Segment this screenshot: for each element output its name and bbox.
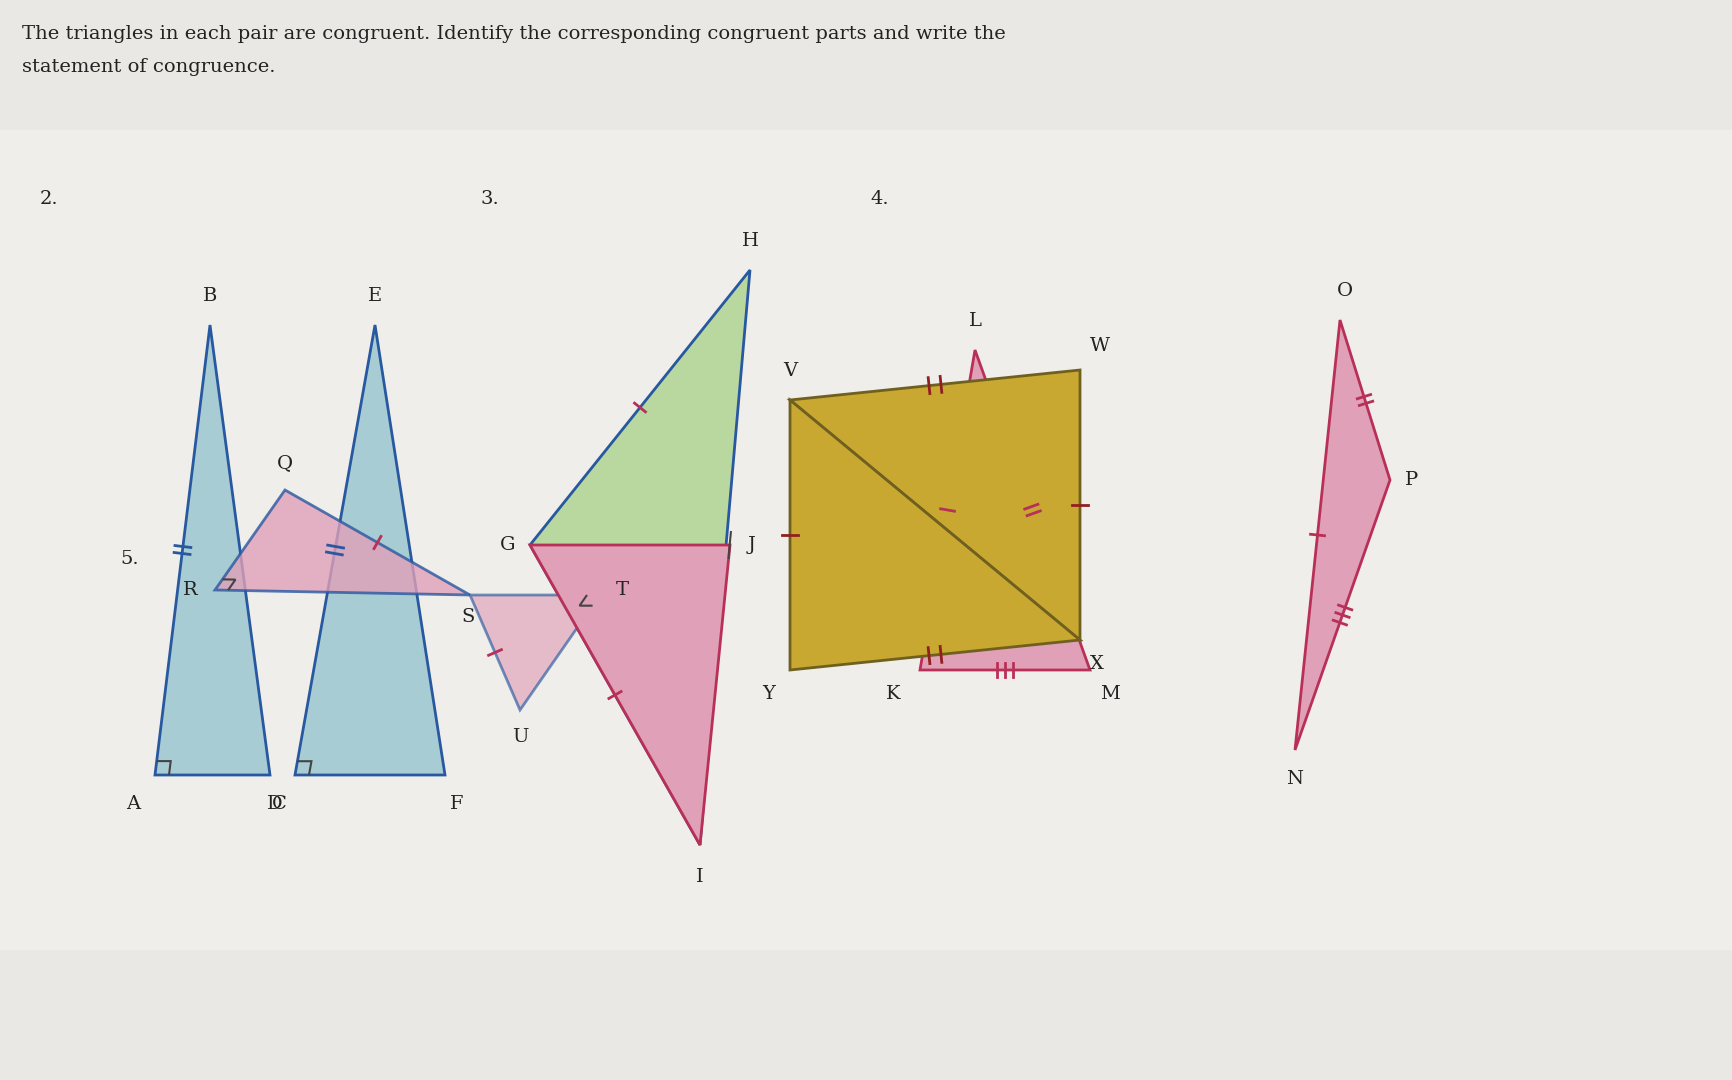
Text: K: K: [885, 685, 901, 703]
Text: W: W: [1089, 337, 1110, 355]
Polygon shape: [154, 325, 270, 775]
Polygon shape: [215, 490, 469, 595]
Text: B: B: [203, 287, 216, 305]
Text: 3.: 3.: [480, 190, 499, 208]
Text: R: R: [184, 581, 197, 599]
Text: A: A: [126, 795, 140, 813]
Polygon shape: [294, 325, 445, 775]
Text: Q: Q: [277, 454, 293, 472]
Text: M: M: [1100, 685, 1121, 703]
Polygon shape: [469, 595, 599, 710]
Bar: [0, 130, 1732, 950]
Text: C: C: [272, 795, 288, 813]
Polygon shape: [920, 350, 1089, 670]
Text: D: D: [267, 795, 282, 813]
Text: P: P: [1405, 471, 1419, 489]
Polygon shape: [790, 400, 1081, 670]
Text: 2.: 2.: [40, 190, 59, 208]
Text: J: J: [748, 536, 755, 554]
Text: statement of congruence.: statement of congruence.: [23, 58, 275, 76]
Text: O: O: [1337, 282, 1353, 300]
Text: I: I: [696, 868, 703, 886]
Text: The triangles in each pair are congruent. Identify the corresponding congruent p: The triangles in each pair are congruent…: [23, 25, 1006, 43]
Text: 4.: 4.: [869, 190, 889, 208]
Polygon shape: [530, 545, 729, 845]
Polygon shape: [530, 270, 750, 845]
Text: X: X: [1089, 654, 1103, 673]
Text: 5.: 5.: [120, 550, 139, 568]
Text: U: U: [513, 728, 528, 746]
Text: Y: Y: [762, 685, 774, 703]
Text: F: F: [450, 795, 464, 813]
Text: E: E: [367, 287, 383, 305]
Text: T: T: [617, 581, 629, 599]
Text: H: H: [741, 232, 759, 249]
Text: V: V: [783, 362, 797, 380]
Text: L: L: [968, 312, 982, 330]
Polygon shape: [1296, 320, 1391, 750]
Text: 6.: 6.: [700, 550, 719, 568]
Text: N: N: [1287, 770, 1304, 788]
Polygon shape: [790, 370, 1081, 640]
Text: G: G: [499, 536, 514, 554]
Text: S: S: [461, 608, 475, 626]
